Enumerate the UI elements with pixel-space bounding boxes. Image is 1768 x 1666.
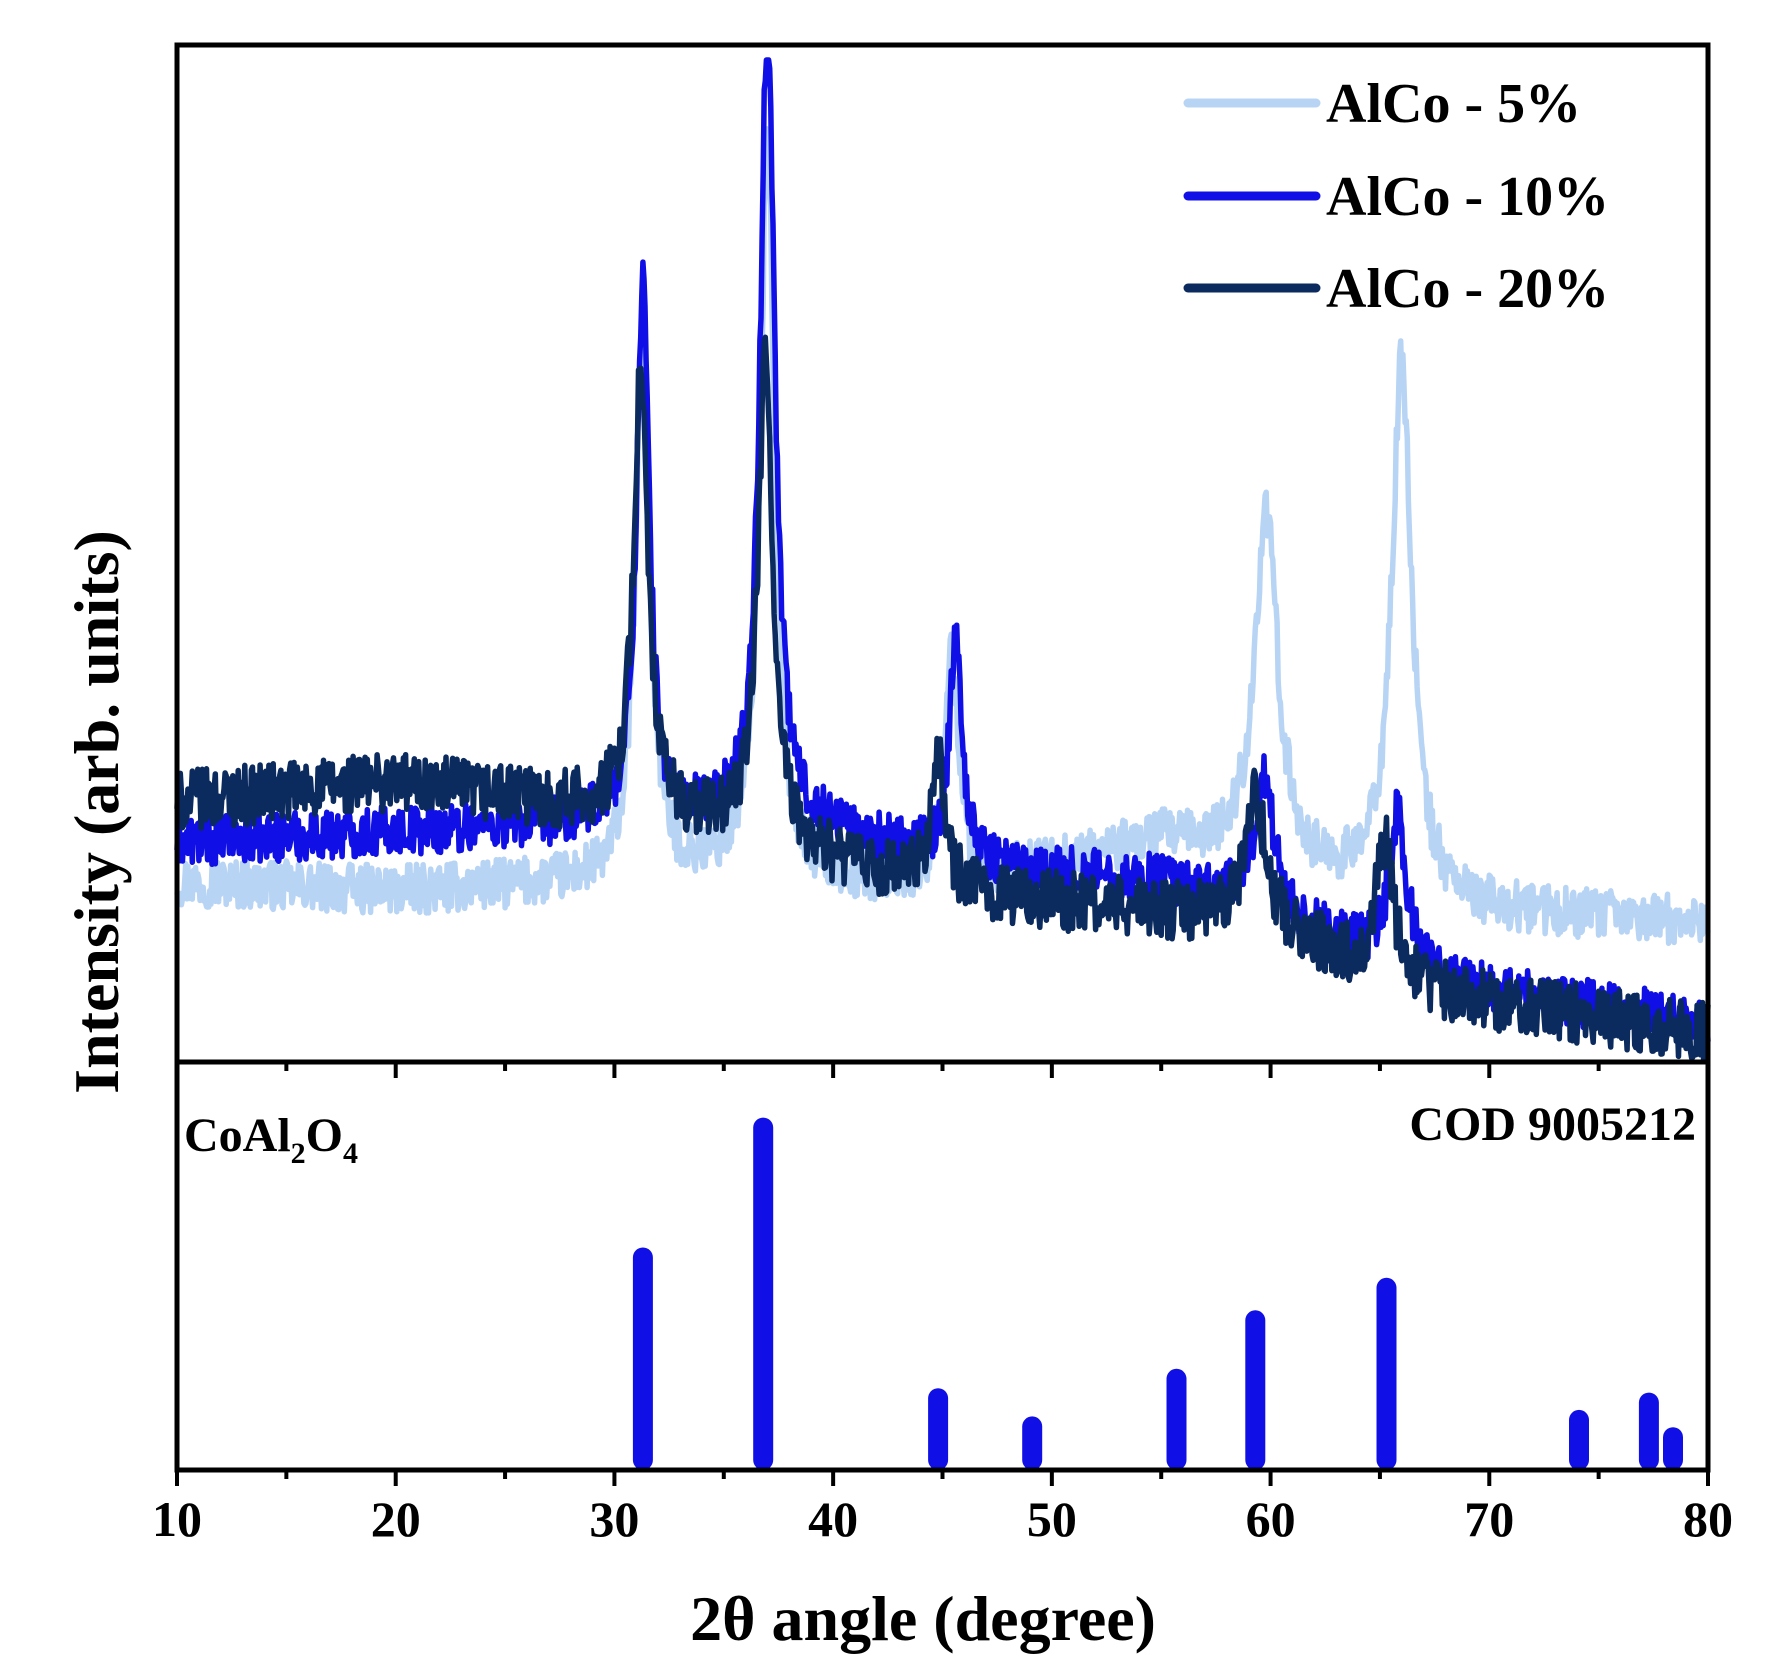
x-tick-label: 40 [808,1491,858,1547]
x-tick-label: 70 [1464,1491,1514,1547]
x-tick-label: 20 [371,1491,421,1547]
series-layer [174,57,1711,1064]
reference-bar [632,1247,653,1470]
x-tick-label: 80 [1683,1491,1733,1547]
x-tick-label: 10 [152,1491,202,1547]
reference-bar [753,1117,774,1470]
series-line-3 [174,334,1711,1064]
reference-bar [1166,1368,1187,1470]
reference-bar [1245,1310,1266,1470]
x-axis-title: 2θ angle (degree) [690,1583,1156,1654]
y-axis-title: Intensity (arb. units) [61,530,132,1094]
x-tick-label: 30 [589,1491,639,1547]
reference-formula-label: CoAl2O4 [184,1109,358,1170]
legend-label-10: AlCo - 10% [1326,166,1609,228]
reference-database-label: COD 9005212 [1409,1098,1696,1151]
reference-formula-mid: O [306,1109,343,1162]
x-tick-label: 50 [1027,1491,1077,1547]
x-axis-ticks: 10 20 30 40 50 60 70 80 [152,1062,1733,1547]
legend-label-5: AlCo - 5% [1326,73,1581,135]
reference-bar [1569,1409,1589,1470]
reference-formula-sub1: 2 [291,1137,306,1170]
legend: AlCo - 5% AlCo - 10% AlCo - 20% [1183,73,1609,320]
reference-formula-sub2: 4 [343,1137,358,1170]
reference-bars-layer [632,1117,1683,1470]
reference-bar [1376,1277,1397,1470]
reference-bar [1663,1427,1683,1470]
x-tick-label: 60 [1246,1491,1296,1547]
reference-formula-main: CoAl [184,1109,291,1162]
reference-bar [928,1388,949,1470]
legend-label-20: AlCo - 20% [1326,258,1609,320]
reference-bar [1022,1416,1043,1470]
reference-bar [1638,1392,1659,1470]
